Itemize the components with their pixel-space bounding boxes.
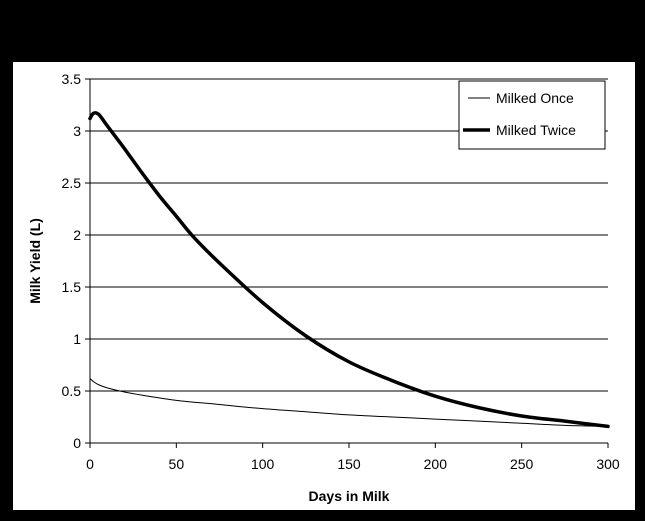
legend-label-milked-twice: Milked Twice [496,122,576,138]
y-tick-label-7: 3.5 [62,71,82,87]
x-tick-label-1: 50 [169,456,185,472]
tick-labels: 0 0.5 1 1.5 2 2.5 3 3.5 0 50 100 150 200 250 300 [62,71,620,472]
x-axis-title: Days in Milk [309,488,390,504]
series-line-milked-twice [88,111,610,429]
gridlines [90,78,608,392]
y-tick-label-6: 3 [73,123,81,139]
legend-label-milked-once: Milked Once [496,90,574,106]
x-tick-label-6: 300 [596,456,620,472]
series-lines [88,111,610,429]
series-line-milked-once [89,378,609,427]
y-tick-label-0: 0 [73,435,81,451]
x-tick-label-0: 0 [86,456,94,472]
axes [85,78,609,448]
y-tick-label-5: 2.5 [62,175,82,191]
y-tick-label-1: 0.5 [62,383,82,399]
x-tick-label-4: 200 [424,456,448,472]
x-tick-label-3: 150 [337,456,361,472]
y-tick-label-3: 1.5 [62,279,82,295]
y-axis-title: Milk Yield (L) [27,218,43,304]
x-tick-label-2: 100 [251,456,275,472]
legend-box [458,80,606,150]
chart-panel: 0 0.5 1 1.5 2 2.5 3 3.5 0 50 100 150 200 250 300 Days … [13,62,635,510]
legend: Milked Once Milked Twice [458,80,606,150]
y-tick-label-4: 2 [73,227,81,243]
y-tick-label-2: 1 [73,331,81,347]
x-tick-label-5: 250 [510,456,534,472]
line-chart: 0 0.5 1 1.5 2 2.5 3 3.5 0 50 100 150 200 250 300 Days … [27,71,620,504]
